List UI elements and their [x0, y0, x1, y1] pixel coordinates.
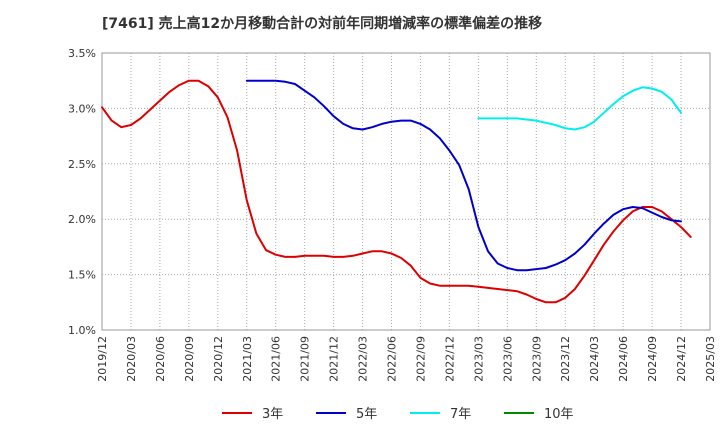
y-tick-label: 2.0%	[68, 213, 96, 226]
x-tick-label: 2023/03	[472, 336, 485, 382]
x-tick-label: 2020/12	[212, 336, 225, 382]
x-tick-label: 2021/09	[299, 336, 312, 382]
chart-title: [7461] 売上高12か月移動合計の対前年同期増減率の標準偏差の推移	[102, 15, 542, 32]
x-tick-label: 2021/03	[241, 336, 254, 382]
x-tick-label: 2022/06	[386, 336, 399, 382]
x-tick-label: 2022/03	[357, 336, 370, 382]
y-tick-label: 3.0%	[68, 102, 96, 115]
legend-label: 10年	[544, 407, 574, 422]
x-tick-label: 2024/06	[617, 336, 630, 382]
plot-area	[101, 52, 711, 331]
x-tick-label: 2020/06	[154, 336, 167, 382]
x-tick-label: 2024/12	[675, 336, 688, 382]
x-tick-label: 2021/12	[328, 336, 341, 382]
y-tick-label: 3.5%	[68, 47, 96, 60]
legend: 3年 5年 7年 10年	[222, 407, 574, 422]
x-tick-label: 2025/03	[704, 336, 717, 382]
series-line-1	[101, 79, 692, 304]
x-tick-label: 2022/09	[414, 336, 427, 382]
x-tick-label: 2021/06	[270, 336, 283, 382]
x-tick-label: 2019/12	[96, 336, 109, 382]
legend-label: 5年	[356, 407, 377, 422]
x-tick-label: 2024/09	[646, 336, 659, 382]
y-tick-label: 1.0%	[68, 324, 96, 337]
gridlines	[102, 53, 710, 330]
series-line-3	[477, 86, 682, 131]
x-tick-label: 2023/09	[530, 336, 543, 382]
y-axis: 1.0% 1.5% 2.0% 2.5% 3.0% 3.5%	[68, 47, 96, 337]
x-tick-label: 2023/06	[501, 336, 514, 382]
x-tick-label: 2023/12	[559, 336, 572, 382]
series-line-2	[245, 79, 682, 272]
x-tick-label: 2024/03	[588, 336, 601, 382]
x-axis: 2019/12 2020/03 2020/06 2020/09 2020/12 2021/…	[96, 336, 717, 382]
legend-label: 7年	[450, 407, 471, 422]
series-lines	[101, 79, 692, 304]
y-tick-label: 1.5%	[68, 269, 96, 282]
x-tick-label: 2020/09	[183, 336, 196, 382]
legend-label: 3年	[262, 407, 283, 422]
x-tick-label: 2020/03	[125, 336, 138, 382]
y-tick-label: 2.5%	[68, 158, 96, 171]
x-tick-label: 2022/12	[443, 336, 456, 382]
